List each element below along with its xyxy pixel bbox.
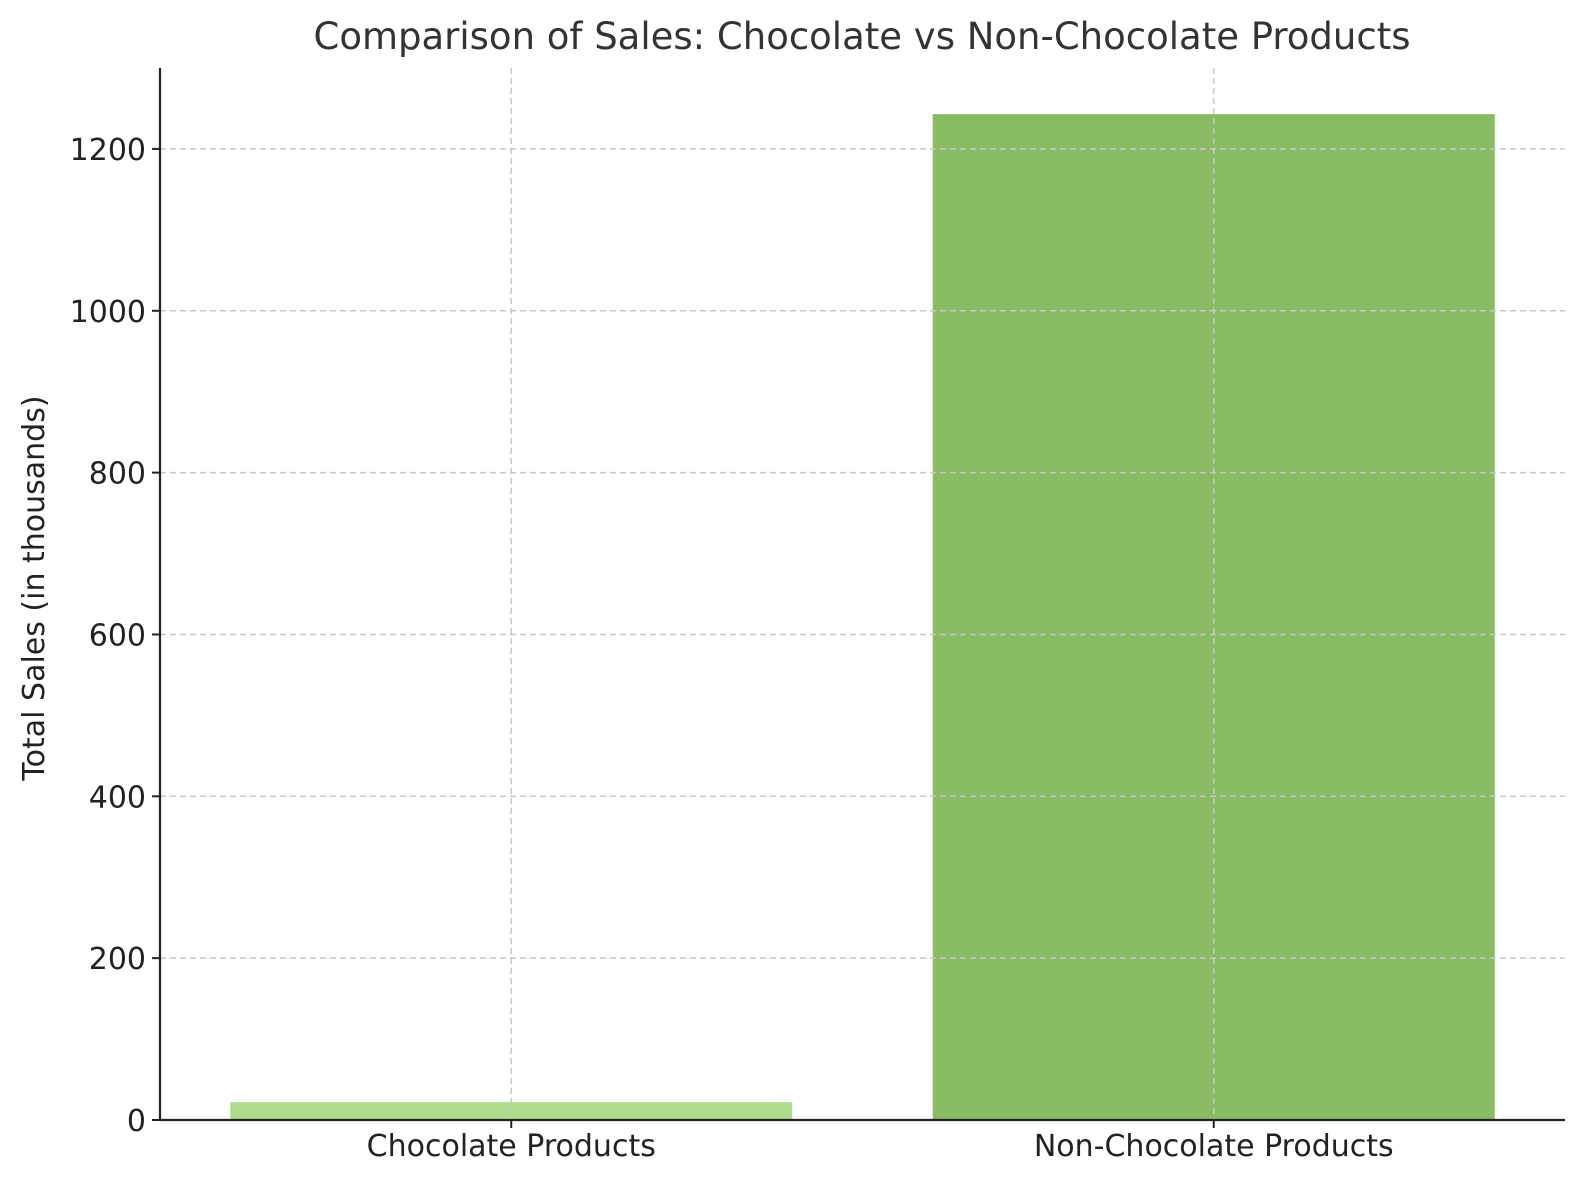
bars [230,114,1495,1120]
y-tick-label: 0 [127,1104,146,1139]
grid [160,68,1565,1120]
y-tick-label: 200 [89,942,146,977]
x-axis-ticks: Chocolate Products Non-Chocolate Products [367,1120,1394,1164]
y-tick-label: 1000 [70,295,146,330]
chart-title: Comparison of Sales: Chocolate vs Non-Ch… [313,15,1410,58]
y-tick-label: 1200 [70,133,146,168]
y-tick-label: 600 [89,618,146,653]
axes [158,68,1565,1122]
y-axis-ticks: 0 200 400 600 800 1000 1200 [70,133,160,1139]
y-axis-label: Total Sales (in thousands) [17,395,52,781]
y-tick-label: 800 [89,457,146,492]
x-tick-label: Non-Chocolate Products [1034,1129,1394,1164]
y-tick-label: 400 [89,780,146,815]
x-tick-label: Chocolate Products [367,1129,656,1164]
